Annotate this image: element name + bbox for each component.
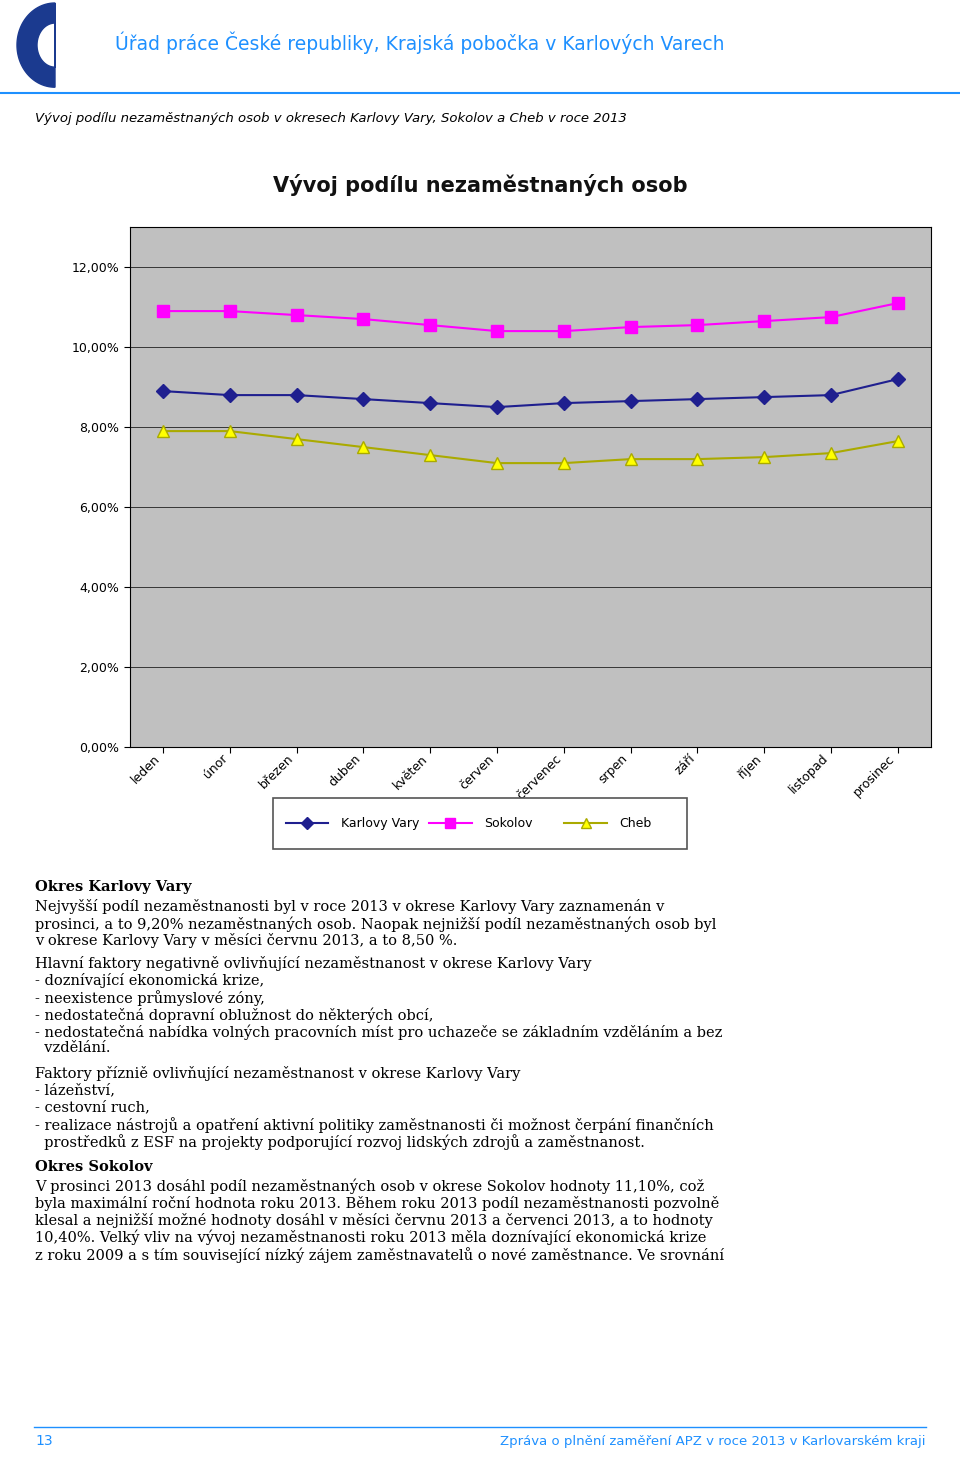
Text: květen: květen (391, 752, 430, 791)
Text: v okrese Karlovy Vary v měsíci červnu 2013, a to 8,50 %.: v okrese Karlovy Vary v měsíci červnu 20… (35, 933, 457, 948)
Text: září: září (672, 752, 697, 778)
Text: listopad: listopad (786, 752, 831, 797)
Text: srpen: srpen (596, 752, 631, 787)
Text: Vývoj podílu nezaměstnaných osob: Vývoj podílu nezaměstnaných osob (273, 174, 687, 196)
Text: prostředků z ESF na projekty podporující rozvoj lidských zdrojů a zaměstnanost.: prostředků z ESF na projekty podporující… (35, 1134, 645, 1150)
Text: duben: duben (326, 752, 364, 790)
Text: klesal a nejnižší možné hodnoty dosáhl v měsíci červnu 2013 a červenci 2013, a t: klesal a nejnižší možné hodnoty dosáhl v… (35, 1213, 712, 1228)
Text: Okres Sokolov: Okres Sokolov (35, 1159, 153, 1173)
Text: Hlavní faktory negativně ovlivňující nezaměstnanost v okrese Karlovy Vary: Hlavní faktory negativně ovlivňující nez… (35, 957, 591, 971)
Text: Sokolov: Sokolov (484, 817, 533, 829)
Text: Karlovy Vary: Karlovy Vary (341, 817, 419, 829)
Text: - doznívající ekonomická krize,: - doznívající ekonomická krize, (35, 973, 264, 989)
Text: - realizace nástrojů a opatření aktivní politiky zaměstnanosti či možnost čerpán: - realizace nástrojů a opatření aktivní … (35, 1118, 713, 1134)
Text: červen: červen (458, 752, 497, 791)
Text: prosinec: prosinec (852, 752, 898, 798)
Text: Nejvyšší podíl nezaměstnanosti byl v roce 2013 v okrese Karlovy Vary zaznamenán : Nejvyšší podíl nezaměstnanosti byl v roc… (35, 900, 664, 914)
Text: březen: březen (257, 752, 297, 791)
Text: Vývoj podílu nezaměstnaných osob v okresech Karlovy Vary, Sokolov a Cheb v roce : Vývoj podílu nezaměstnaných osob v okres… (35, 111, 627, 125)
Text: červenec: červenec (514, 752, 564, 801)
Text: - cestovní ruch,: - cestovní ruch, (35, 1100, 150, 1115)
Polygon shape (17, 3, 55, 88)
Text: Cheb: Cheb (619, 817, 652, 829)
Text: - lázeňství,: - lázeňství, (35, 1084, 115, 1097)
Text: - nedostatečná dopravní oblužnost do některých obcí,: - nedostatečná dopravní oblužnost do něk… (35, 1008, 434, 1023)
Text: - neexistence průmyslové zóny,: - neexistence průmyslové zóny, (35, 990, 265, 1006)
Text: vzdělání.: vzdělání. (35, 1042, 110, 1055)
Text: z roku 2009 a s tím související nízký zájem zaměstnavatelů o nové zaměstnance. V: z roku 2009 a s tím související nízký zá… (35, 1247, 724, 1263)
Text: říjen: říjen (735, 752, 764, 781)
Text: 10,40%. Velký vliv na vývoj nezaměstnanosti roku 2013 měla doznívající ekonomick: 10,40%. Velký vliv na vývoj nezaměstnano… (35, 1229, 707, 1245)
Text: Úřad práce České republiky, Krajská pobočka v Karlových Varech: Úřad práce České republiky, Krajská pobo… (115, 32, 725, 54)
Text: byla maximální roční hodnota roku 2013. Během roku 2013 podíl nezaměstnanosti po: byla maximální roční hodnota roku 2013. … (35, 1195, 719, 1210)
Text: - nedostatečná nabídka volných pracovních míst pro uchazeče se základním vzdělán: - nedostatečná nabídka volných pracovníc… (35, 1024, 722, 1040)
Text: Okres Karlovy Vary: Okres Karlovy Vary (35, 880, 191, 894)
Text: únor: únor (201, 752, 229, 781)
Text: 13: 13 (35, 1434, 53, 1447)
Text: prosinci, a to 9,20% nezaměstnaných osob. Naopak nejnižší podíl nezaměstnaných o: prosinci, a to 9,20% nezaměstnaných osob… (35, 916, 716, 932)
Text: Zpráva o plnění zaměření APZ v roce 2013 v Karlovarském kraji: Zpráva o plnění zaměření APZ v roce 2013… (499, 1434, 925, 1447)
Text: V prosinci 2013 dosáhl podíl nezaměstnaných osob v okrese Sokolov hodnoty 11,10%: V prosinci 2013 dosáhl podíl nezaměstnan… (35, 1178, 705, 1194)
FancyBboxPatch shape (273, 797, 687, 850)
Text: Faktory přízniě ovlivňující nezaměstnanost v okrese Karlovy Vary: Faktory přízniě ovlivňující nezaměstnano… (35, 1067, 520, 1081)
Text: leden: leden (130, 752, 163, 787)
